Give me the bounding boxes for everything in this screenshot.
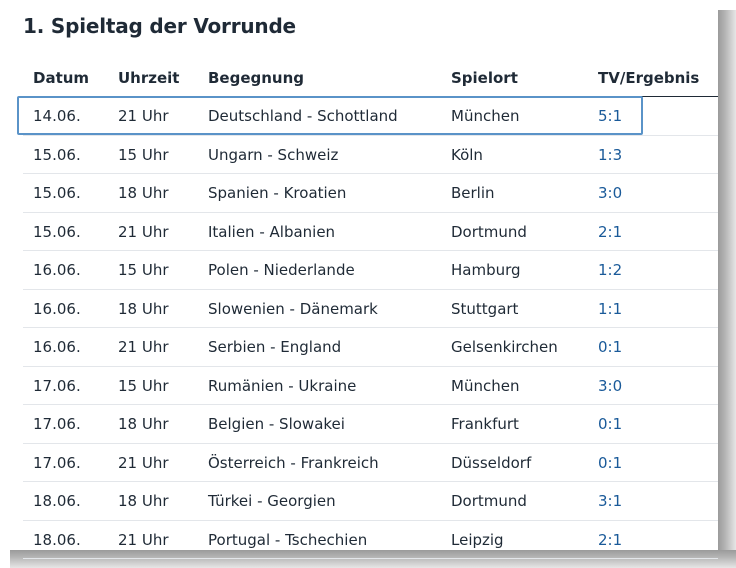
cell-date: 17.06.: [33, 453, 81, 472]
cell-date: 18.06.: [33, 492, 81, 510]
cell-match: Österreich - Frankreich: [208, 453, 379, 472]
header-date: Datum: [33, 69, 90, 87]
cell-match: Belgien - Slowakei: [208, 415, 345, 433]
cell-match: Ungarn - Schweiz: [208, 145, 339, 164]
result-link[interactable]: 1:3: [598, 145, 623, 164]
cell-match: Türkei - Georgien: [208, 492, 336, 510]
cell-venue: Berlin: [451, 184, 495, 202]
cell-date: 16.06.: [33, 261, 81, 279]
table-row[interactable]: 17.06. 21 Uhr Österreich - Frankreich Düsse…: [23, 444, 718, 482]
table-row[interactable]: 15.06. 18 Uhr Spanien - Kroatien Berlin 3:0: [23, 174, 718, 213]
cell-time: 21 Uhr: [118, 338, 169, 356]
cell-time: 15 Uhr: [118, 261, 169, 279]
cell-venue: Dortmund: [451, 492, 527, 510]
cell-date: 16.06.: [33, 338, 81, 356]
cell-date: 16.06.: [33, 299, 81, 318]
table-row[interactable]: 16.06. 18 Uhr Slowenien - Dänemark Stuttgar…: [23, 290, 718, 328]
cell-match: Rumänien - Ukraine: [208, 376, 357, 395]
match-table: Datum Uhrzeit Begegnung Spielort TV/Erge…: [17, 60, 718, 559]
cell-match: Slowenien - Dänemark: [208, 299, 378, 318]
cell-match: Italien - Albanien: [208, 222, 336, 241]
cell-match: Portugal - Tschechien: [208, 530, 368, 549]
cell-date: 15.06.: [33, 222, 81, 241]
cell-date: 15.06.: [33, 184, 81, 202]
table-row[interactable]: 18.06. 21 Uhr Portugal - Tschechien Leipzig…: [23, 521, 718, 559]
header-time: Uhrzeit: [118, 69, 180, 87]
result-link[interactable]: 0:1: [598, 453, 623, 472]
cell-time: 18 Uhr: [118, 299, 169, 318]
result-link[interactable]: 3:1: [598, 492, 623, 510]
page-title: 1. Spieltag der Vorrunde: [23, 14, 296, 38]
cell-match: Serbien - England: [208, 338, 342, 356]
page: 1. Spieltag der Vorrunde Datum Uhrzeit B…: [17, 14, 718, 559]
cell-time: 15 Uhr: [118, 145, 169, 164]
cell-venue: Stuttgart: [451, 299, 519, 318]
cell-match: Deutschland - Schottland: [208, 107, 398, 125]
result-link[interactable]: 1:1: [598, 299, 623, 318]
result-link[interactable]: 3:0: [598, 184, 623, 202]
cell-venue: Düsseldorf: [451, 453, 532, 472]
cell-time: 21 Uhr: [118, 222, 169, 241]
result-link[interactable]: 2:1: [598, 222, 623, 241]
cell-time: 21 Uhr: [118, 530, 169, 549]
table-body: 14.06. 21 Uhr Deutschland - Schottland Münc…: [17, 96, 718, 559]
table-header: Datum Uhrzeit Begegnung Spielort TV/Erge…: [23, 60, 718, 97]
frame-shadow-right: [718, 10, 736, 568]
result-link[interactable]: 3:0: [598, 376, 623, 395]
table-row[interactable]: 15.06. 21 Uhr Italien - Albanien Dortmund 2:…: [23, 213, 718, 251]
cell-time: 21 Uhr: [118, 107, 169, 125]
table-row[interactable]: 16.06. 15 Uhr Polen - Niederlande Hamburg 1:…: [23, 251, 718, 290]
cell-date: 18.06.: [33, 530, 81, 549]
cell-time: 15 Uhr: [118, 376, 169, 395]
cell-venue: München: [451, 376, 520, 395]
cell-match: Polen - Niederlande: [208, 261, 355, 279]
header-match: Begegnung: [208, 69, 305, 87]
result-link[interactable]: 0:1: [598, 338, 623, 356]
cell-date: 15.06.: [33, 145, 81, 164]
cell-date: 17.06.: [33, 415, 81, 433]
cell-venue: Hamburg: [451, 261, 521, 279]
cell-venue: Dortmund: [451, 222, 527, 241]
cell-venue: Leipzig: [451, 530, 504, 549]
cell-date: 14.06.: [33, 107, 81, 125]
result-link[interactable]: 5:1: [598, 107, 623, 125]
header-venue: Spielort: [451, 69, 518, 87]
cell-match: Spanien - Kroatien: [208, 184, 347, 202]
table-row[interactable]: 15.06. 15 Uhr Ungarn - Schweiz Köln 1:3: [23, 136, 718, 174]
cell-venue: München: [451, 107, 520, 125]
cell-time: 18 Uhr: [118, 415, 169, 433]
cell-time: 18 Uhr: [118, 492, 169, 510]
frame-shadow-bottom: [10, 550, 736, 568]
result-link[interactable]: 1:2: [598, 261, 623, 279]
cell-time: 21 Uhr: [118, 453, 169, 472]
table-row[interactable]: 17.06. 15 Uhr Rumänien - Ukraine München 3:0: [23, 367, 718, 405]
table-row[interactable]: 14.06. 21 Uhr Deutschland - Schottland Münc…: [17, 96, 718, 136]
table-row[interactable]: 16.06. 21 Uhr Serbien - England Gelsenkirch…: [23, 328, 718, 367]
cell-venue: Gelsenkirchen: [451, 338, 558, 356]
table-row[interactable]: 17.06. 18 Uhr Belgien - Slowakei Frankfurt 0…: [23, 405, 718, 444]
result-link[interactable]: 0:1: [598, 415, 623, 433]
table-row[interactable]: 18.06. 18 Uhr Türkei - Georgien Dortmund 3:1: [23, 482, 718, 521]
header-result: TV/Ergebnis: [598, 69, 700, 87]
cell-date: 17.06.: [33, 376, 81, 395]
result-link[interactable]: 2:1: [598, 530, 623, 549]
cell-time: 18 Uhr: [118, 184, 169, 202]
cell-venue: Frankfurt: [451, 415, 519, 433]
cell-venue: Köln: [451, 145, 483, 164]
